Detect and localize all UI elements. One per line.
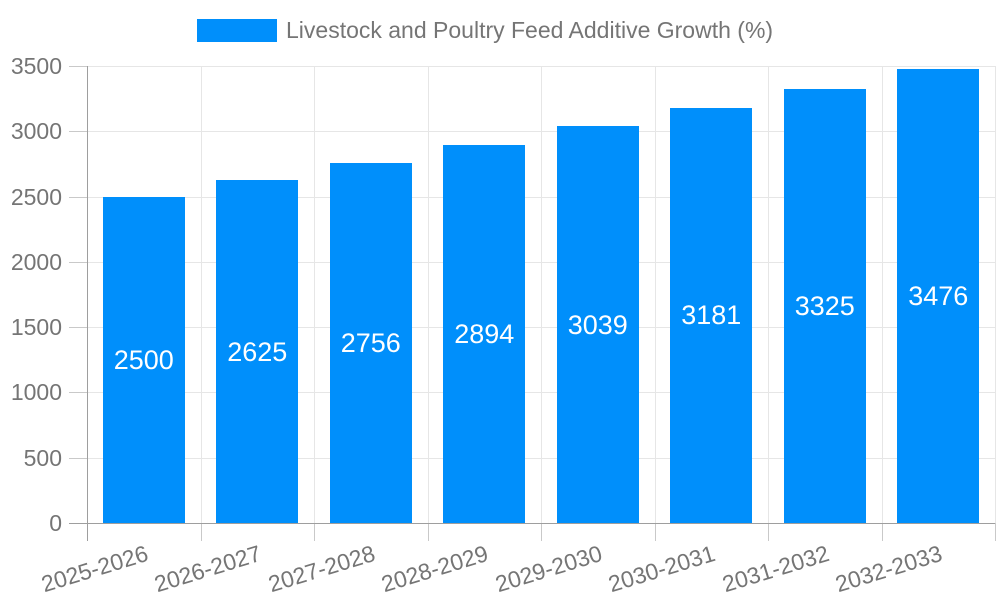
x-tick-label: 2029-2030 bbox=[491, 540, 605, 598]
bar[interactable] bbox=[556, 126, 639, 523]
bar[interactable] bbox=[443, 145, 526, 523]
bar-value-label: 3325 bbox=[794, 290, 855, 321]
x-tick-label: 2028-2029 bbox=[378, 540, 492, 598]
y-tick bbox=[69, 392, 87, 394]
y-tick-label: 3500 bbox=[10, 53, 62, 79]
y-tick bbox=[69, 457, 87, 459]
x-tick-label: 2027-2028 bbox=[264, 540, 378, 598]
bar[interactable] bbox=[897, 69, 980, 523]
x-grid-line bbox=[768, 66, 769, 523]
x-grid-line bbox=[881, 66, 883, 523]
x-tick-label: 2026-2027 bbox=[151, 540, 265, 598]
bar-value-label: 2894 bbox=[454, 319, 515, 350]
y-tick-label: 2000 bbox=[10, 248, 62, 275]
x-tick bbox=[654, 523, 656, 541]
bar[interactable] bbox=[329, 163, 412, 523]
bar-value-label: 3039 bbox=[567, 309, 628, 340]
y-tick bbox=[69, 261, 87, 263]
x-grid-line bbox=[314, 66, 315, 523]
x-grid-line bbox=[654, 66, 656, 523]
legend[interactable]: Livestock and Poultry Feed Additive Grow… bbox=[197, 17, 773, 44]
bar-value-label: 3476 bbox=[908, 281, 969, 312]
x-grid-line bbox=[541, 66, 542, 523]
bar[interactable] bbox=[102, 196, 185, 523]
y-tick-label: 1500 bbox=[10, 314, 62, 341]
x-tick bbox=[314, 523, 315, 541]
x-tick-label: 2025-2026 bbox=[37, 540, 151, 598]
y-tick bbox=[69, 196, 87, 198]
bar-value-label: 3181 bbox=[681, 300, 742, 331]
y-axis-line bbox=[87, 66, 88, 541]
x-tick bbox=[995, 523, 996, 541]
bar[interactable] bbox=[783, 88, 866, 523]
x-tick bbox=[768, 523, 769, 541]
x-tick bbox=[541, 523, 542, 541]
legend-swatch bbox=[197, 19, 277, 42]
x-grid-line bbox=[427, 66, 429, 523]
x-tick-label: 2030-2031 bbox=[605, 540, 719, 598]
y-tick bbox=[69, 66, 87, 67]
x-tick bbox=[427, 523, 429, 541]
legend-label: Livestock and Poultry Feed Additive Grow… bbox=[286, 17, 774, 43]
y-tick-label: 2500 bbox=[10, 183, 62, 210]
y-tick-label: 0 bbox=[49, 510, 62, 536]
x-tick-label: 2031-2032 bbox=[718, 540, 832, 598]
bar[interactable] bbox=[216, 180, 299, 524]
x-tick-label: 2032-2033 bbox=[832, 540, 946, 598]
y-tick-label: 1000 bbox=[10, 379, 62, 406]
y-tick bbox=[69, 327, 87, 329]
x-grid-line bbox=[995, 66, 996, 523]
x-tick bbox=[881, 523, 883, 541]
x-axis-line bbox=[69, 523, 995, 524]
y-tick-label: 3000 bbox=[10, 118, 62, 145]
bar-value-label: 2756 bbox=[340, 328, 401, 359]
bar[interactable] bbox=[670, 107, 753, 523]
y-tick-label: 500 bbox=[23, 444, 62, 471]
x-grid-line bbox=[200, 66, 202, 523]
y-tick bbox=[69, 131, 87, 133]
bar-value-label: 2500 bbox=[113, 344, 174, 375]
bar-value-label: 2625 bbox=[227, 336, 288, 367]
x-tick bbox=[200, 523, 202, 541]
